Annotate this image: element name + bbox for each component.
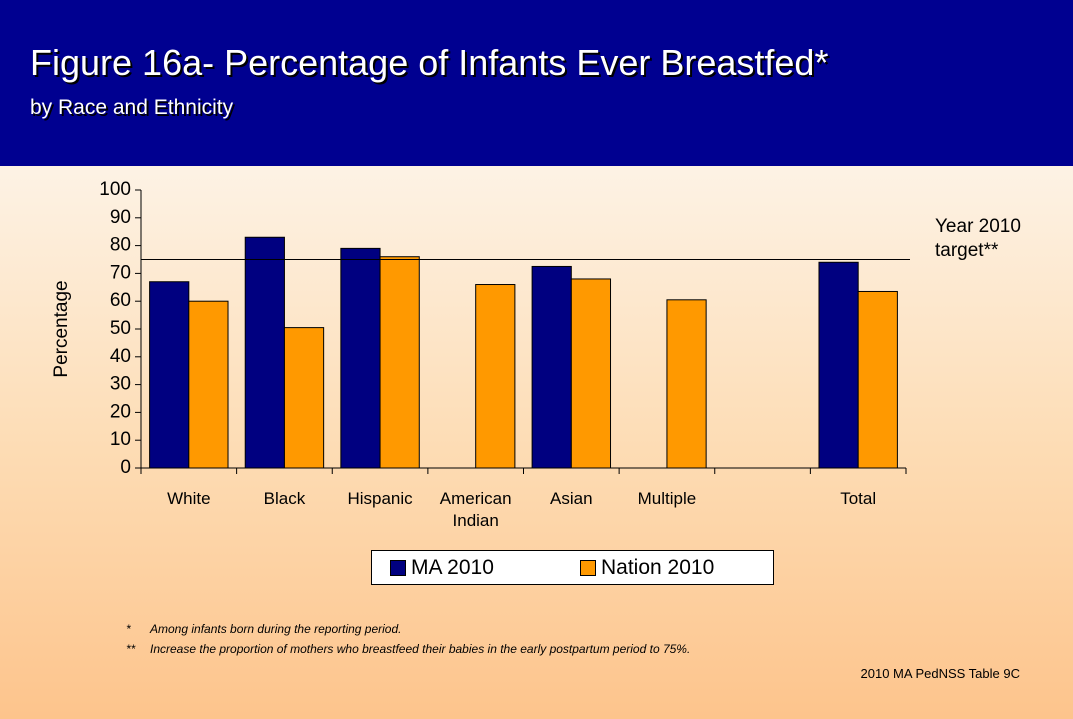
y-tick-label: 40 <box>110 346 131 367</box>
y-tick-label: 10 <box>110 429 131 450</box>
footnote: ** Increase the proportion of mothers who… <box>126 642 690 656</box>
y-axis-label: Percentage <box>51 280 72 377</box>
bar <box>570 278 612 469</box>
y-tick-label: 50 <box>110 318 131 339</box>
y-tick-label: 0 <box>120 457 131 478</box>
x-tick-label: Hispanic <box>347 489 413 508</box>
bar <box>857 290 898 469</box>
y-tick-label: 30 <box>110 374 131 395</box>
x-tick-label: White <box>167 489 211 508</box>
bar <box>531 265 572 469</box>
legend-label: Nation 2010 <box>601 556 715 579</box>
title: Figure 16a- Percentage of Infants Ever B… <box>30 42 829 83</box>
bar <box>244 236 285 469</box>
x-tick-label: American Indian <box>439 489 512 530</box>
y-tick-label: 100 <box>99 179 131 200</box>
y-tick-label: 60 <box>110 290 131 311</box>
footnote-mark: ** <box>126 642 136 656</box>
header-band <box>0 0 1073 166</box>
x-tick-label: Total <box>840 489 877 508</box>
bar <box>149 281 190 469</box>
bar <box>666 299 707 469</box>
legend-label: MA 2010 <box>411 556 494 579</box>
legend: MA 2010 Nation 2010 <box>371 550 774 585</box>
x-tick-label: Multiple <box>637 489 697 508</box>
legend-swatch <box>580 560 596 576</box>
y-tick-label: 80 <box>110 235 131 256</box>
x-tick-label: Black <box>263 489 306 508</box>
legend-item: Nation 2010 <box>580 556 714 580</box>
bar <box>283 327 325 469</box>
footnote-text: Among infants born during the reporting … <box>150 622 402 636</box>
y-tick-label: 90 <box>110 207 131 228</box>
x-tick-label: Asian <box>550 489 593 508</box>
bar <box>188 300 229 469</box>
footnote-mark: * <box>126 622 131 636</box>
footnote: * Among infants born during the reporting… <box>126 622 402 636</box>
source: 2010 MA PedNSS Table 9C <box>860 666 1020 681</box>
y-tick-label: 70 <box>110 262 131 283</box>
y-tick-label: 20 <box>110 401 131 422</box>
subtitle: by Race and Ethnicity <box>30 96 234 119</box>
bar <box>340 247 381 469</box>
legend-item: MA 2010 <box>390 556 494 580</box>
target-label: Year 2010 target** <box>935 216 1021 261</box>
footnote-text: Increase the proportion of mothers who b… <box>150 642 691 656</box>
legend-swatch <box>390 560 406 576</box>
bar <box>818 261 859 469</box>
bar <box>379 256 420 469</box>
bar <box>475 284 516 469</box>
